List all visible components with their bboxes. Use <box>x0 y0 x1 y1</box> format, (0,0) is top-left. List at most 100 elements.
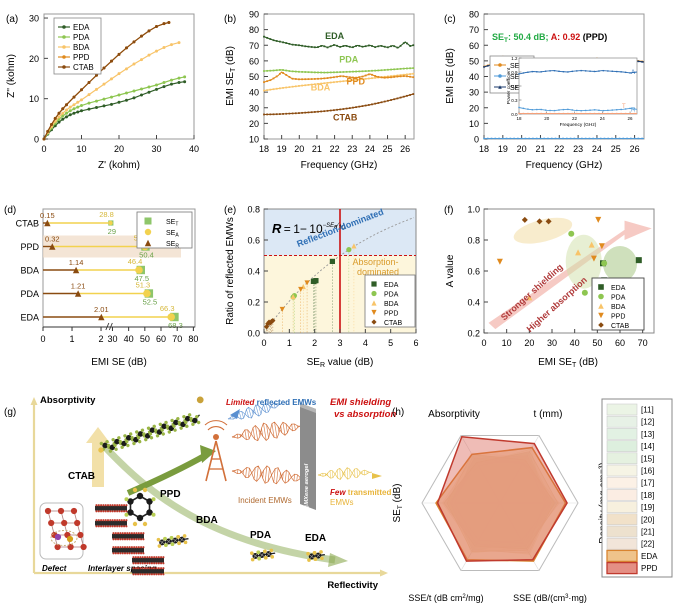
series-point <box>547 137 549 140</box>
molecule-label-EDA: EDA <box>305 533 326 544</box>
x-tick-label: 23 <box>573 144 583 154</box>
data-marker <box>98 313 105 321</box>
inset-label-R: R <box>631 107 636 113</box>
x-tick-label: 50 <box>140 334 150 344</box>
series-point <box>412 93 415 95</box>
legend-marker <box>62 65 66 69</box>
inset-point <box>589 109 591 111</box>
panel-g-xlabel: Reflectivity <box>327 580 378 591</box>
y-tick-label: 80 <box>469 10 479 20</box>
inset-point <box>567 112 569 115</box>
series-point <box>406 67 408 70</box>
data-marker <box>351 243 357 249</box>
series-point <box>603 137 606 140</box>
inset-x-tick: 22 <box>572 116 578 121</box>
series-point <box>386 99 389 102</box>
panel-c-ylabel: EMI SE (dB) <box>445 48 456 104</box>
series-point <box>72 95 76 99</box>
series-point <box>298 70 300 73</box>
series-point <box>155 49 158 53</box>
series-point <box>275 69 278 72</box>
series-point <box>61 111 65 115</box>
x-tick-label: 1 <box>70 334 75 344</box>
series-point <box>562 137 564 140</box>
panel-f-label: (f) <box>444 205 453 216</box>
series-point <box>282 113 284 115</box>
series-point <box>132 62 136 66</box>
mxene-layer <box>132 556 165 565</box>
inset-point <box>544 109 547 111</box>
inset-point <box>558 70 560 73</box>
sea-value: 51.3 <box>136 281 151 290</box>
series-point <box>641 61 643 63</box>
data-marker <box>536 218 543 225</box>
series-point <box>155 87 158 91</box>
series-point <box>288 76 291 78</box>
inset-xlabel: Frequency (GHz) <box>560 122 597 128</box>
series-point <box>313 83 316 86</box>
y-tick-label: 70 <box>469 25 479 35</box>
series-point <box>147 53 151 57</box>
series-point <box>390 75 392 78</box>
series-point <box>406 75 408 78</box>
series-point <box>278 69 281 71</box>
series-point <box>371 45 373 47</box>
series-point <box>486 137 489 140</box>
inset-point <box>624 71 627 74</box>
series-point <box>80 88 83 92</box>
panel-a-ylabel: Z'' (kohm) <box>6 54 17 98</box>
series-point <box>317 77 319 80</box>
radar-series-[18] <box>441 456 560 548</box>
series-point <box>329 71 332 74</box>
series-point <box>396 97 399 100</box>
legend-swatch-[20] <box>606 513 638 526</box>
series-point <box>110 95 113 99</box>
legend-marker <box>62 25 66 29</box>
series-point <box>282 69 284 71</box>
data-marker <box>581 289 588 296</box>
series-point <box>513 137 515 140</box>
series-point <box>68 109 72 113</box>
series-point <box>307 71 310 74</box>
series-point <box>65 108 68 112</box>
series-point <box>177 76 181 80</box>
series-point <box>140 58 143 62</box>
radar-axis-label-absorptivity: Absorptivity <box>428 409 480 420</box>
series-point <box>170 82 173 86</box>
sea-value: 66.3 <box>160 304 175 313</box>
y-tick-label: 40 <box>249 88 259 98</box>
mxene-layer <box>112 546 145 555</box>
series-point <box>383 100 386 103</box>
series-point <box>364 74 367 77</box>
inset-point <box>527 112 529 115</box>
series-point <box>140 87 143 91</box>
radar-axis-label-sse-t: SSE/t (dB cm2/mg) <box>408 593 483 603</box>
series-point <box>317 82 319 85</box>
series-point <box>532 137 534 140</box>
series-point <box>374 102 377 105</box>
series-point <box>304 111 307 114</box>
series-point <box>76 100 80 104</box>
series-point <box>383 69 386 71</box>
x-tick-label: 23 <box>347 144 357 154</box>
cluster-ctab <box>513 217 573 244</box>
series-point <box>348 45 351 48</box>
series-point <box>266 89 269 92</box>
series-point <box>288 70 291 72</box>
inset-point <box>531 70 534 73</box>
inset-point <box>598 112 600 115</box>
series-point <box>263 35 265 38</box>
series-point <box>310 78 313 80</box>
series-point <box>509 137 512 140</box>
inset-point <box>624 108 627 110</box>
panel-f-ylabel: A value <box>445 254 456 287</box>
series-point <box>494 137 497 140</box>
x-tick-label: 30 <box>547 338 557 348</box>
series-point <box>291 85 294 88</box>
panel-d: (d) CTAB0.1528.829PPD0.3250.150.4BDA1.14… <box>0 195 220 375</box>
label-transmitted-emws2: EMWs <box>330 498 354 507</box>
data-marker <box>598 293 604 300</box>
series-point <box>317 110 319 113</box>
series-point <box>336 75 338 78</box>
series-point <box>345 70 348 73</box>
